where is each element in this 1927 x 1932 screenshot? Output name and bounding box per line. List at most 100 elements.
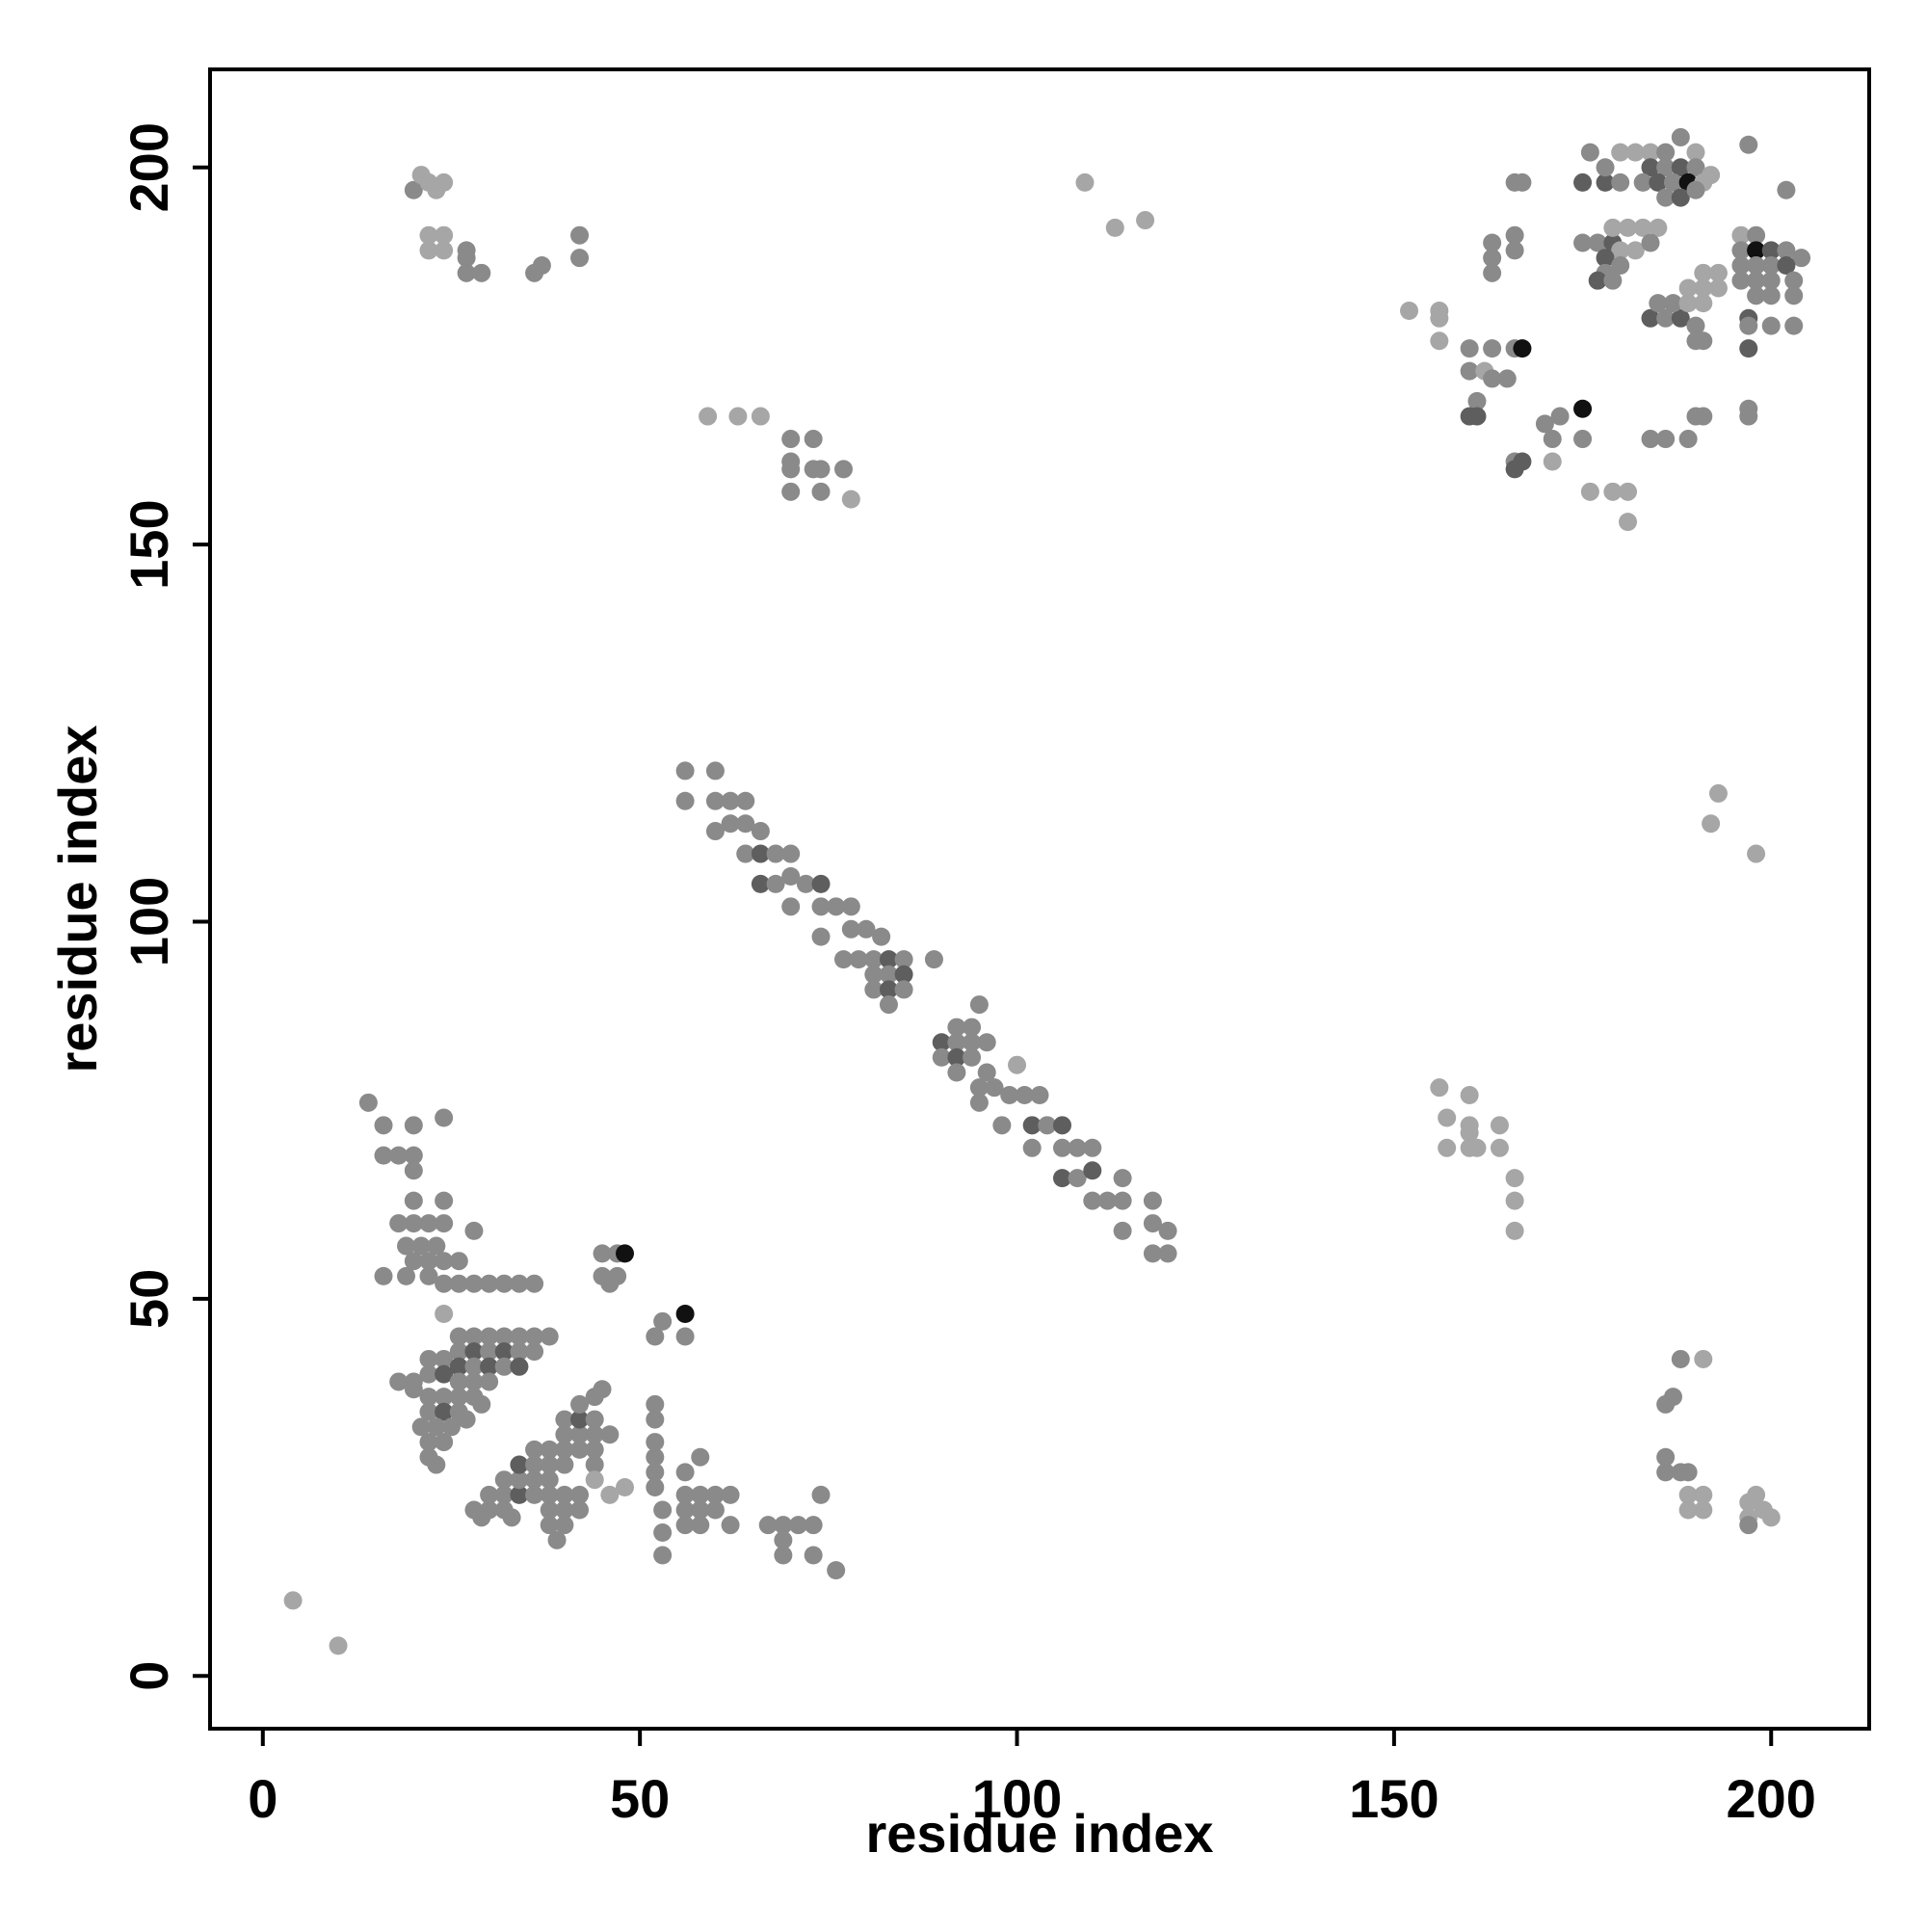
data-point xyxy=(1739,135,1758,154)
data-point xyxy=(1678,278,1698,298)
data-point xyxy=(1678,1485,1698,1504)
data-point xyxy=(646,1447,665,1467)
data-point xyxy=(1708,278,1728,298)
data-point xyxy=(1513,172,1532,192)
data-point xyxy=(1490,1138,1509,1157)
data-point xyxy=(427,1236,446,1256)
data-point xyxy=(1663,172,1682,192)
data-point xyxy=(464,1342,484,1362)
data-point xyxy=(766,844,785,863)
data-point xyxy=(833,460,853,479)
data-point xyxy=(1784,286,1804,305)
data-point xyxy=(1619,513,1638,532)
data-point xyxy=(1656,143,1676,162)
data-point xyxy=(1702,814,1721,834)
data-point xyxy=(721,814,740,834)
data-point xyxy=(419,1364,438,1384)
data-point xyxy=(1761,271,1781,290)
data-point xyxy=(1136,211,1155,230)
data-point xyxy=(404,1146,423,1165)
data-point xyxy=(555,1516,574,1535)
data-point xyxy=(699,407,718,426)
data-point xyxy=(691,1516,710,1535)
data-point xyxy=(464,1221,484,1240)
points-layer xyxy=(283,127,1811,1655)
data-point xyxy=(705,1485,725,1504)
data-point xyxy=(600,1425,620,1444)
data-point xyxy=(1015,1086,1034,1105)
data-point xyxy=(480,1485,499,1504)
data-point xyxy=(811,927,831,946)
data-point xyxy=(879,980,898,999)
data-point xyxy=(510,1342,529,1362)
data-point xyxy=(1694,1485,1713,1504)
x-tick-label: 0 xyxy=(248,1768,277,1829)
data-point xyxy=(555,1455,574,1474)
data-point xyxy=(1158,1221,1177,1240)
data-point xyxy=(449,1372,468,1391)
data-point xyxy=(1656,188,1676,207)
data-point xyxy=(283,1591,303,1610)
data-point xyxy=(525,1455,544,1474)
data-point xyxy=(736,844,755,863)
data-point xyxy=(404,180,423,199)
data-point xyxy=(532,256,551,276)
data-point xyxy=(404,1191,423,1210)
data-point xyxy=(1596,172,1615,192)
data-point xyxy=(1694,294,1713,313)
data-point xyxy=(1671,158,1690,177)
data-point xyxy=(789,1516,808,1535)
data-point xyxy=(540,1455,559,1474)
data-point xyxy=(1656,308,1676,328)
data-point xyxy=(781,897,801,916)
data-point xyxy=(1505,1169,1524,1188)
data-point xyxy=(1068,1138,1087,1157)
data-point xyxy=(464,1372,484,1391)
data-point xyxy=(397,1236,416,1256)
data-point xyxy=(525,1485,544,1504)
data-point xyxy=(435,1388,454,1407)
data-point xyxy=(411,1417,431,1437)
data-point xyxy=(593,1244,612,1263)
data-point xyxy=(841,897,860,916)
data-point xyxy=(555,1410,574,1429)
data-point xyxy=(1686,316,1705,335)
data-point xyxy=(1113,1169,1132,1188)
data-point xyxy=(419,1402,438,1421)
data-point xyxy=(1649,172,1668,192)
data-point xyxy=(1467,391,1487,410)
data-point xyxy=(540,1485,559,1504)
data-point xyxy=(1143,1191,1162,1210)
data-point xyxy=(1777,180,1796,199)
data-point xyxy=(419,1349,438,1368)
data-point xyxy=(1573,172,1593,192)
data-point xyxy=(1671,308,1690,328)
data-point xyxy=(1588,233,1607,252)
data-point xyxy=(1573,430,1593,449)
data-point xyxy=(480,1274,499,1293)
data-point xyxy=(872,927,891,946)
data-point xyxy=(449,1388,468,1407)
data-point xyxy=(1052,1169,1071,1188)
data-point xyxy=(1573,399,1593,418)
plot-frame xyxy=(208,67,1871,1731)
data-point xyxy=(525,1440,544,1459)
data-point xyxy=(811,482,831,501)
data-point xyxy=(616,1478,634,1497)
data-point xyxy=(457,249,476,268)
data-point xyxy=(1611,143,1630,162)
data-point xyxy=(1596,249,1615,268)
data-point xyxy=(1158,1244,1177,1263)
data-point xyxy=(841,490,860,509)
data-point xyxy=(646,1410,665,1429)
data-point xyxy=(1761,241,1781,260)
data-point xyxy=(435,1274,454,1293)
data-point xyxy=(1113,1191,1132,1210)
data-point xyxy=(804,1516,823,1535)
data-point xyxy=(751,407,770,426)
data-point xyxy=(525,1327,544,1346)
data-point xyxy=(879,965,898,984)
data-point xyxy=(646,1394,665,1414)
